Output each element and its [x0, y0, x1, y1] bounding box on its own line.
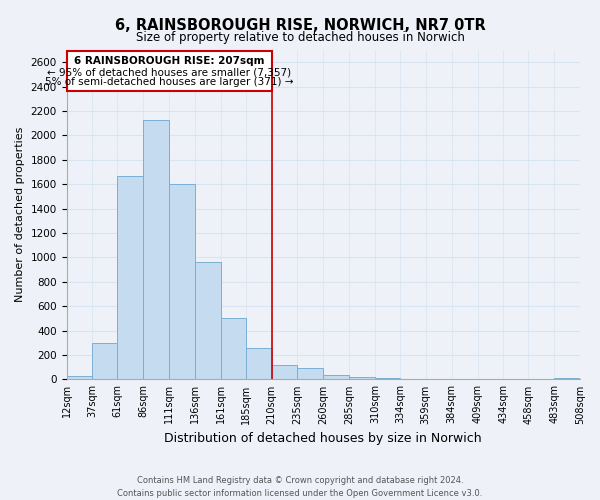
X-axis label: Distribution of detached houses by size in Norwich: Distribution of detached houses by size … — [164, 432, 482, 445]
Bar — [349, 377, 375, 380]
Bar — [195, 262, 221, 380]
Bar — [400, 379, 426, 380]
Text: Contains HM Land Registry data © Crown copyright and database right 2024.
Contai: Contains HM Land Registry data © Crown c… — [118, 476, 482, 498]
Bar — [221, 318, 245, 380]
Text: ← 95% of detached houses are smaller (7,357): ← 95% of detached houses are smaller (7,… — [47, 67, 291, 77]
Bar — [117, 176, 143, 380]
Bar — [272, 365, 298, 380]
Bar — [245, 348, 272, 380]
Bar — [323, 375, 349, 380]
Bar — [92, 344, 117, 380]
Bar — [143, 120, 169, 380]
Text: 5% of semi-detached houses are larger (371) →: 5% of semi-detached houses are larger (3… — [45, 77, 293, 87]
FancyBboxPatch shape — [67, 51, 272, 92]
Bar — [67, 376, 92, 380]
Bar — [169, 184, 195, 380]
Text: 6 RAINSBOROUGH RISE: 207sqm: 6 RAINSBOROUGH RISE: 207sqm — [74, 56, 264, 66]
Y-axis label: Number of detached properties: Number of detached properties — [15, 127, 25, 302]
Bar — [375, 378, 400, 380]
Text: Size of property relative to detached houses in Norwich: Size of property relative to detached ho… — [136, 31, 464, 44]
Text: 6, RAINSBOROUGH RISE, NORWICH, NR7 0TR: 6, RAINSBOROUGH RISE, NORWICH, NR7 0TR — [115, 18, 485, 32]
Bar — [554, 378, 580, 380]
Bar — [298, 368, 323, 380]
